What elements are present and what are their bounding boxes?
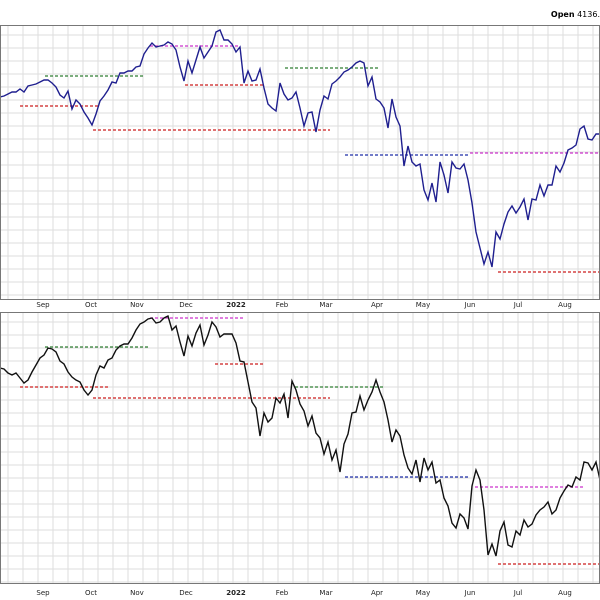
x-tick-label: Jul [513, 301, 523, 309]
x-tick-label: Dec [179, 301, 193, 309]
x-tick-label: Jun [464, 589, 476, 597]
x-tick-label: Apr [371, 589, 383, 597]
x-tick-label: Jul [513, 589, 523, 597]
bottom-price-line [0, 314, 600, 557]
x-tick-label: Mar [319, 589, 332, 597]
support-resistance-levels [20, 45, 600, 565]
x-tick-label: Sep [36, 301, 50, 309]
x-tick-label: May [416, 589, 430, 597]
x-tick-label: Mar [319, 301, 332, 309]
x-tick-label: Feb [276, 301, 289, 309]
x-tick-label: Feb [276, 589, 289, 597]
x-tick-label: May [416, 301, 430, 309]
x-tick-label: Oct [85, 301, 97, 309]
x-tick-label: Dec [179, 589, 193, 597]
top-x-axis-labels: Sep Oct Nov Dec 2022 Feb Mar Apr May Jun Jul Aug [36, 301, 571, 309]
open-value: 4136. [577, 10, 600, 19]
x-tick-label: Apr [371, 301, 383, 309]
x-tick-label: Nov [130, 301, 144, 309]
bottom-panel-background [0, 312, 600, 584]
x-tick-label: Oct [85, 589, 97, 597]
x-tick-label: Aug [558, 589, 572, 597]
x-tick-label: Jun [464, 301, 476, 309]
top-panel-background [0, 25, 600, 300]
open-value-header: Open 4136. [551, 10, 600, 19]
x-tick-label: 2022 [226, 589, 246, 597]
x-tick-label: Sep [36, 589, 50, 597]
x-tick-label: Nov [130, 589, 144, 597]
top-price-line [0, 29, 600, 268]
open-label: Open [550, 10, 575, 19]
x-tick-label: Aug [558, 301, 572, 309]
bottom-x-axis-labels: Sep Oct Nov Dec 2022 Feb Mar Apr May Jun Jul Aug [36, 589, 571, 597]
x-tick-label: 2022 [226, 301, 246, 309]
